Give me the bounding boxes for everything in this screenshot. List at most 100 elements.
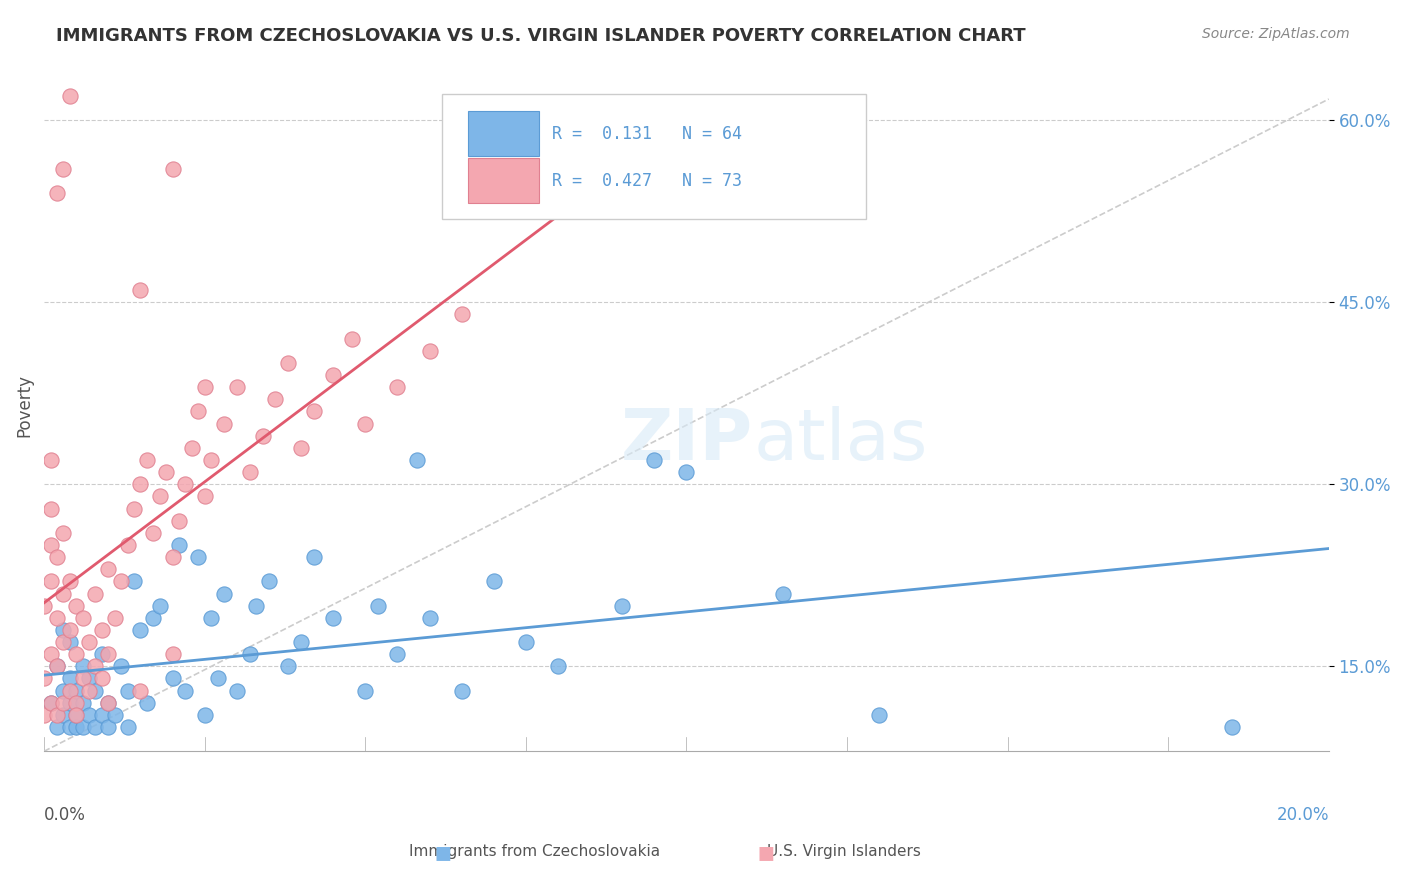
Point	[277, 659, 299, 673]
Point	[59, 635, 82, 649]
Point	[129, 283, 152, 297]
Point	[264, 392, 287, 407]
FancyBboxPatch shape	[443, 95, 866, 219]
Text: ▪: ▪	[433, 838, 453, 866]
Point	[387, 647, 409, 661]
Point	[97, 562, 120, 576]
Text: Source: ZipAtlas.com: Source: ZipAtlas.com	[1202, 27, 1350, 41]
Point	[162, 550, 184, 565]
Point	[59, 683, 82, 698]
Point	[643, 453, 665, 467]
Point	[65, 707, 87, 722]
Point	[84, 720, 107, 734]
Point	[418, 343, 440, 358]
Point	[52, 586, 75, 600]
Point	[868, 707, 890, 722]
Text: IMMIGRANTS FROM CZECHOSLOVAKIA VS U.S. VIRGIN ISLANDER POVERTY CORRELATION CHART: IMMIGRANTS FROM CZECHOSLOVAKIA VS U.S. V…	[56, 27, 1026, 45]
Point	[277, 356, 299, 370]
FancyBboxPatch shape	[468, 158, 538, 202]
Point	[187, 550, 209, 565]
Point	[162, 647, 184, 661]
Point	[245, 599, 267, 613]
Point	[46, 186, 69, 200]
Text: 20.0%: 20.0%	[1277, 805, 1329, 824]
Point	[225, 380, 247, 394]
Point	[302, 550, 325, 565]
Point	[290, 635, 312, 649]
Point	[772, 586, 794, 600]
Point	[322, 368, 344, 383]
Point	[32, 599, 55, 613]
Point	[46, 659, 69, 673]
Point	[65, 599, 87, 613]
Point	[84, 683, 107, 698]
Point	[59, 574, 82, 589]
Point	[72, 672, 94, 686]
Point	[342, 332, 364, 346]
Point	[52, 696, 75, 710]
Point	[97, 720, 120, 734]
Point	[194, 707, 217, 722]
Point	[162, 672, 184, 686]
Point	[52, 683, 75, 698]
Point	[135, 453, 157, 467]
Point	[174, 477, 197, 491]
Point	[354, 683, 377, 698]
Point	[405, 453, 427, 467]
Point	[225, 683, 247, 698]
Point	[450, 683, 472, 698]
Point	[418, 611, 440, 625]
Point	[180, 441, 202, 455]
Y-axis label: Poverty: Poverty	[15, 374, 32, 437]
Point	[482, 574, 505, 589]
Point	[32, 707, 55, 722]
Text: atlas: atlas	[754, 406, 928, 475]
Point	[212, 586, 235, 600]
Point	[72, 720, 94, 734]
Point	[39, 696, 62, 710]
Point	[129, 683, 152, 698]
Point	[84, 586, 107, 600]
Text: Immigrants from Czechoslovakia: Immigrants from Czechoslovakia	[409, 845, 659, 859]
Point	[450, 307, 472, 321]
Point	[46, 550, 69, 565]
Point	[200, 611, 222, 625]
Point	[1222, 720, 1244, 734]
Point	[59, 623, 82, 637]
Point	[302, 404, 325, 418]
Point	[612, 599, 634, 613]
Point	[52, 525, 75, 540]
Point	[90, 707, 112, 722]
Point	[117, 683, 139, 698]
Point	[52, 161, 75, 176]
Point	[90, 647, 112, 661]
Point	[129, 623, 152, 637]
Point	[110, 659, 132, 673]
Point	[65, 683, 87, 698]
Point	[354, 417, 377, 431]
Point	[59, 89, 82, 103]
Point	[90, 623, 112, 637]
Point	[52, 707, 75, 722]
Point	[155, 465, 177, 479]
Point	[212, 417, 235, 431]
Point	[104, 707, 127, 722]
Point	[547, 659, 569, 673]
Point	[322, 611, 344, 625]
Point	[52, 635, 75, 649]
Text: U.S. Virgin Islanders: U.S. Virgin Islanders	[766, 845, 921, 859]
Point	[97, 647, 120, 661]
Point	[97, 696, 120, 710]
Point	[39, 647, 62, 661]
Point	[77, 672, 100, 686]
Point	[65, 707, 87, 722]
Point	[52, 623, 75, 637]
Point	[59, 696, 82, 710]
Point	[515, 635, 537, 649]
Point	[675, 465, 697, 479]
Point	[65, 720, 87, 734]
Point	[387, 380, 409, 394]
Point	[39, 538, 62, 552]
Point	[72, 659, 94, 673]
Point	[65, 647, 87, 661]
